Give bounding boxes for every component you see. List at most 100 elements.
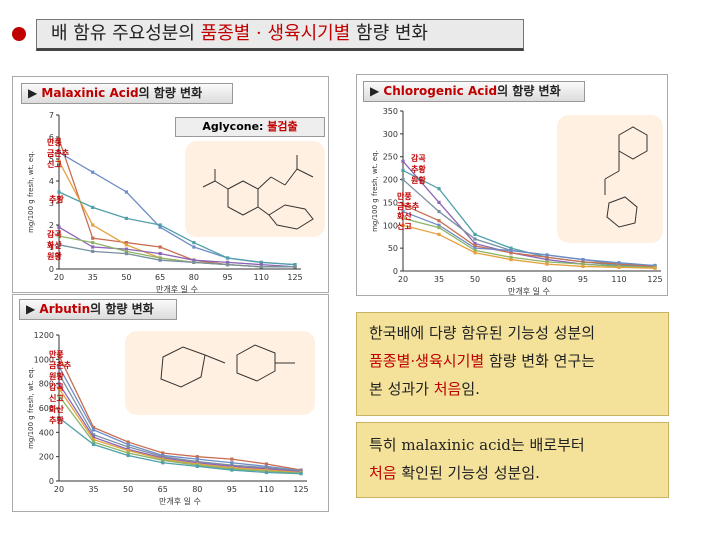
aglycone-label: Aglycone: bbox=[202, 120, 268, 133]
chlorogenic-chart: 0 50 100 150 200 250 300 350 20 35 50 65 80 95 110 125 만… bbox=[371, 107, 663, 296]
malaxinic-point bbox=[91, 205, 95, 209]
arbutin-ytick-label: 200 bbox=[39, 453, 54, 462]
arbutin-xtick-label: 20 bbox=[54, 485, 64, 494]
arbutin-chart: 0 200 400 600 800 1000 1200 20 35 50 65 80 95 110 125 만… bbox=[27, 331, 315, 506]
malaxinic-point bbox=[293, 265, 297, 269]
arbutin-legend-item: 원황 bbox=[49, 371, 64, 381]
tb1-line1: 한국배에 다량 함유된 기능성 성분의 bbox=[369, 324, 596, 342]
chlorogenic-point bbox=[653, 263, 657, 268]
chlorogenic-series-line bbox=[402, 210, 656, 267]
chlorogenic-xlabel: 만개후 일 수 bbox=[508, 286, 550, 296]
arbutin-series-line bbox=[58, 373, 302, 472]
chlorogenic-point bbox=[437, 209, 441, 214]
arbutin-legend-item: 신고 bbox=[49, 393, 64, 403]
chlorogenic-point bbox=[509, 255, 513, 259]
malaxinic-legend-item: 추황 bbox=[49, 194, 64, 204]
malaxinic-ytick-label: 6 bbox=[49, 133, 54, 142]
chlorogenic-ytick-label: 150 bbox=[383, 198, 398, 207]
chlorogenic-legend-item: 신고 bbox=[397, 221, 412, 231]
chlorogenic-xtick-label: 125 bbox=[647, 275, 662, 284]
arbutin-legend-item: 화산 bbox=[49, 404, 64, 414]
malaxinic-point bbox=[225, 263, 230, 267]
arbutin-legend-item: 금촌추 bbox=[49, 360, 72, 370]
arbutin-point bbox=[57, 354, 61, 358]
malaxinic-point bbox=[124, 249, 129, 253]
arbutin-ytick-label: 0 bbox=[49, 477, 54, 486]
arbutin-point bbox=[126, 448, 130, 453]
chlorogenic-point bbox=[437, 219, 441, 223]
chlorogenic-point bbox=[473, 246, 477, 250]
arbutin-series-line bbox=[58, 383, 302, 473]
chlorogenic-point bbox=[581, 260, 585, 264]
arbutin-point bbox=[195, 457, 199, 461]
tb2-line2-rest: 확인된 기능성 성분임. bbox=[396, 464, 540, 482]
malaxinic-point bbox=[57, 234, 61, 238]
malaxinic-point bbox=[124, 252, 129, 256]
chlorogenic-point bbox=[509, 251, 513, 255]
arbutin-legend-item: 추황 bbox=[49, 415, 64, 425]
malaxinic-series-line bbox=[58, 226, 296, 268]
chlorogenic-legend-item: 만풍 bbox=[397, 191, 412, 201]
chlorogenic-point bbox=[545, 257, 549, 262]
malaxinic-xtick-label: 65 bbox=[155, 273, 165, 282]
chlorogenic-point bbox=[437, 232, 441, 237]
chlorogenic-legend-item: 금촌추 bbox=[397, 201, 420, 211]
malaxinic-ytick-label: 0 bbox=[49, 265, 54, 274]
malaxinic-point bbox=[158, 223, 162, 227]
arbutin-ytick-label: 400 bbox=[39, 428, 54, 437]
malaxinic-point bbox=[192, 260, 196, 264]
malaxinic-point bbox=[158, 256, 162, 260]
malaxinic-ytick-label: 7 bbox=[49, 111, 54, 120]
malaxinic-point bbox=[91, 236, 95, 240]
chlorogenic-series-line bbox=[402, 204, 656, 268]
arbutin-point bbox=[91, 442, 96, 447]
chlorogenic-xtick-label: 35 bbox=[434, 275, 444, 284]
title-part1: 배 함유 주요성분의 bbox=[51, 23, 201, 44]
arbutin-structure bbox=[125, 331, 315, 415]
malaxinic-point bbox=[158, 252, 162, 256]
chlorogenic-point bbox=[509, 246, 513, 250]
chlorogenic-ytick-label: 50 bbox=[388, 244, 398, 253]
arbutin-point bbox=[57, 382, 61, 386]
summary-textbox-1: 한국배에 다량 함유된 기능성 성분의 품종별·생육시기별 함량 변화 연구는 … bbox=[356, 312, 669, 416]
malaxinic-point bbox=[57, 243, 61, 247]
arbutin-point bbox=[230, 461, 234, 465]
chlorogenic-xtick-label: 110 bbox=[611, 275, 626, 284]
arbutin-legend-item: 만풍 bbox=[49, 349, 64, 359]
tb1-line3-pre: 본 성과가 bbox=[369, 380, 434, 398]
title-highlight: 품종별 · 생육시기별 bbox=[200, 23, 351, 44]
chlorogenic-xtick-label: 80 bbox=[542, 275, 552, 284]
arbutin-panel: ▶ Arbutin의 함량 변화 0 200 400 600 800 1000 1200 20… bbox=[12, 294, 329, 512]
malaxinic-legend-item: 화산 bbox=[47, 240, 62, 250]
title-part2: 함량 변화 bbox=[350, 23, 428, 44]
malaxinic-point bbox=[57, 150, 61, 154]
aglycone-value: 불검출 bbox=[267, 120, 298, 133]
chlorogenic-point bbox=[473, 241, 477, 246]
malaxinic-point bbox=[57, 225, 61, 229]
arbutin-point bbox=[57, 416, 61, 420]
malaxinic-xtick-label: 95 bbox=[222, 273, 232, 282]
tb1-line3-red: 처음 bbox=[433, 380, 462, 398]
malaxinic-point bbox=[259, 260, 263, 264]
chlorogenic-point bbox=[437, 200, 441, 205]
malaxinic-chart: 0 1 2 3 4 5 6 7 20 35 50 65 80 95 110 125 만개후 일 수 mg/100 … bbox=[27, 111, 325, 294]
arbutin-xtick-label: 35 bbox=[88, 485, 98, 494]
chlorogenic-point bbox=[473, 251, 477, 255]
malaxinic-point bbox=[57, 137, 61, 141]
chlorogenic-point bbox=[401, 203, 405, 207]
summary-textbox-2: 특히 malaxinic acid는 배로부터 처음 확인된 기능성 성분임. bbox=[356, 422, 669, 498]
chlorogenic-ytick-label: 200 bbox=[383, 176, 398, 185]
chlorogenic-point bbox=[401, 216, 405, 221]
chlorogenic-point bbox=[509, 257, 513, 262]
malaxinic-ylabel: mg/100 g fresh, wt. eq. bbox=[27, 151, 35, 233]
malaxinic-point bbox=[192, 245, 196, 249]
chlorogenic-xtick-label: 65 bbox=[506, 275, 516, 284]
malaxinic-ytick-label: 1 bbox=[49, 243, 54, 252]
chlorogenic-point bbox=[509, 248, 513, 253]
arbutin-xtick-label: 125 bbox=[293, 485, 308, 494]
arbutin-point bbox=[299, 472, 303, 476]
malaxinic-ytick-label: 4 bbox=[49, 177, 54, 186]
malaxinic-point bbox=[91, 245, 95, 249]
malaxinic-xtick-label: 50 bbox=[121, 273, 131, 282]
chlorogenic-series-line bbox=[402, 224, 656, 269]
